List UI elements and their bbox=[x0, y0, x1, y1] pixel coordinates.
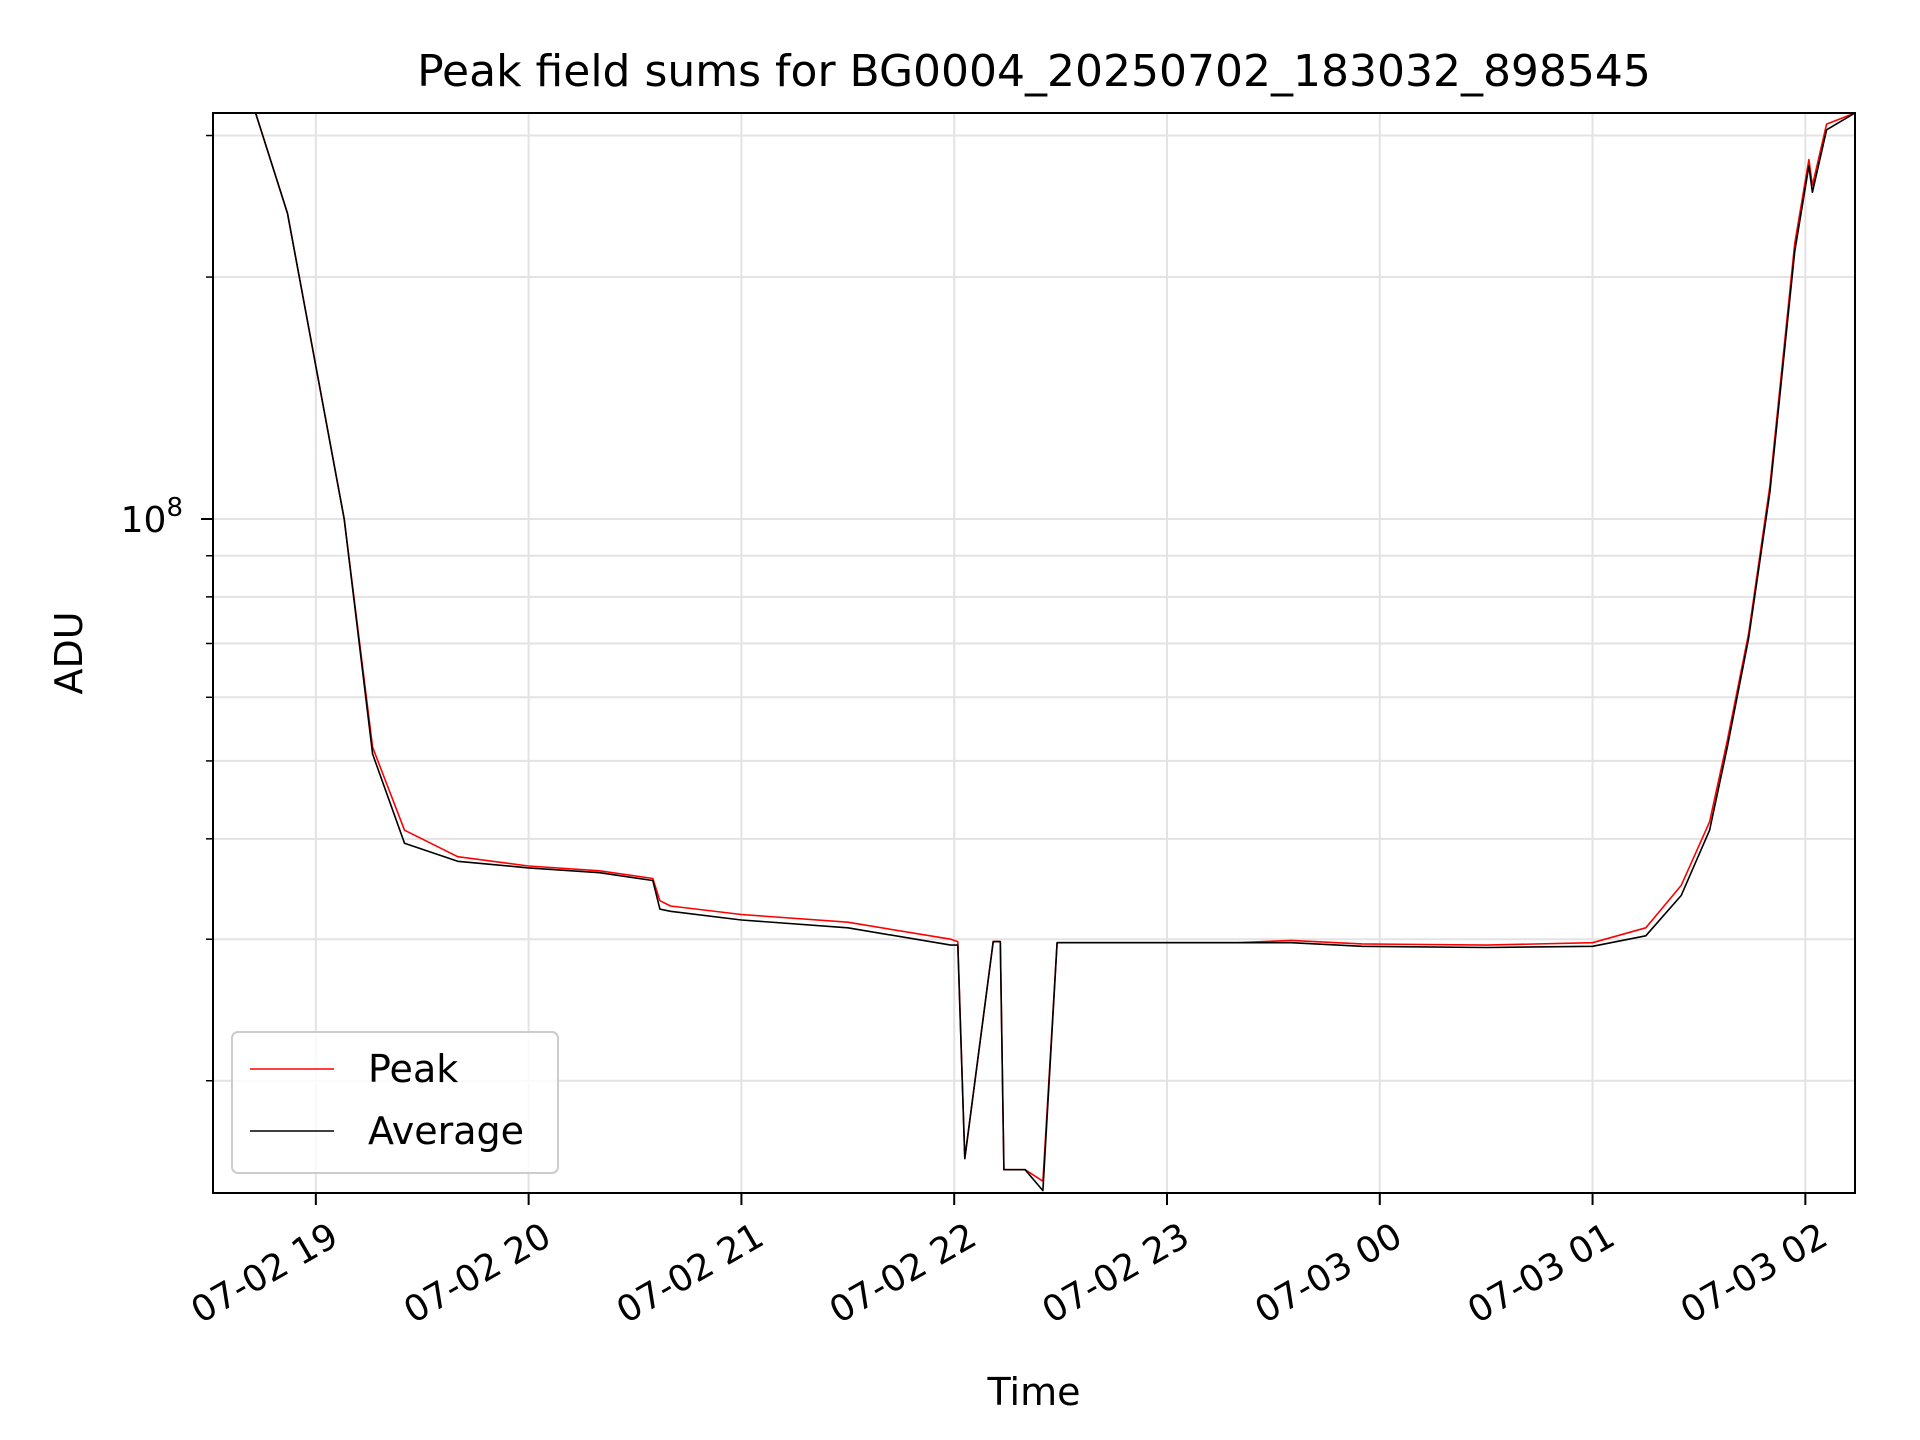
legend-label-average: Average bbox=[368, 1109, 524, 1153]
x-axis-label: Time bbox=[987, 1370, 1081, 1414]
legend-label-peak: Peak bbox=[368, 1047, 458, 1091]
legend: Peak Average bbox=[231, 1031, 559, 1174]
y-axis-label: ADU bbox=[47, 611, 91, 694]
axes-frame bbox=[212, 112, 1856, 1194]
series-line-average bbox=[213, 113, 1855, 1192]
y-tick-base: 10 bbox=[121, 500, 167, 541]
plot-lines bbox=[213, 113, 1855, 1192]
chart-title: Peak field sums for BG0004_20250702_1830… bbox=[417, 46, 1651, 97]
legend-box bbox=[231, 1031, 559, 1174]
y-tick-exponent: 8 bbox=[166, 493, 183, 523]
y-tick-label: 108 bbox=[121, 493, 183, 541]
